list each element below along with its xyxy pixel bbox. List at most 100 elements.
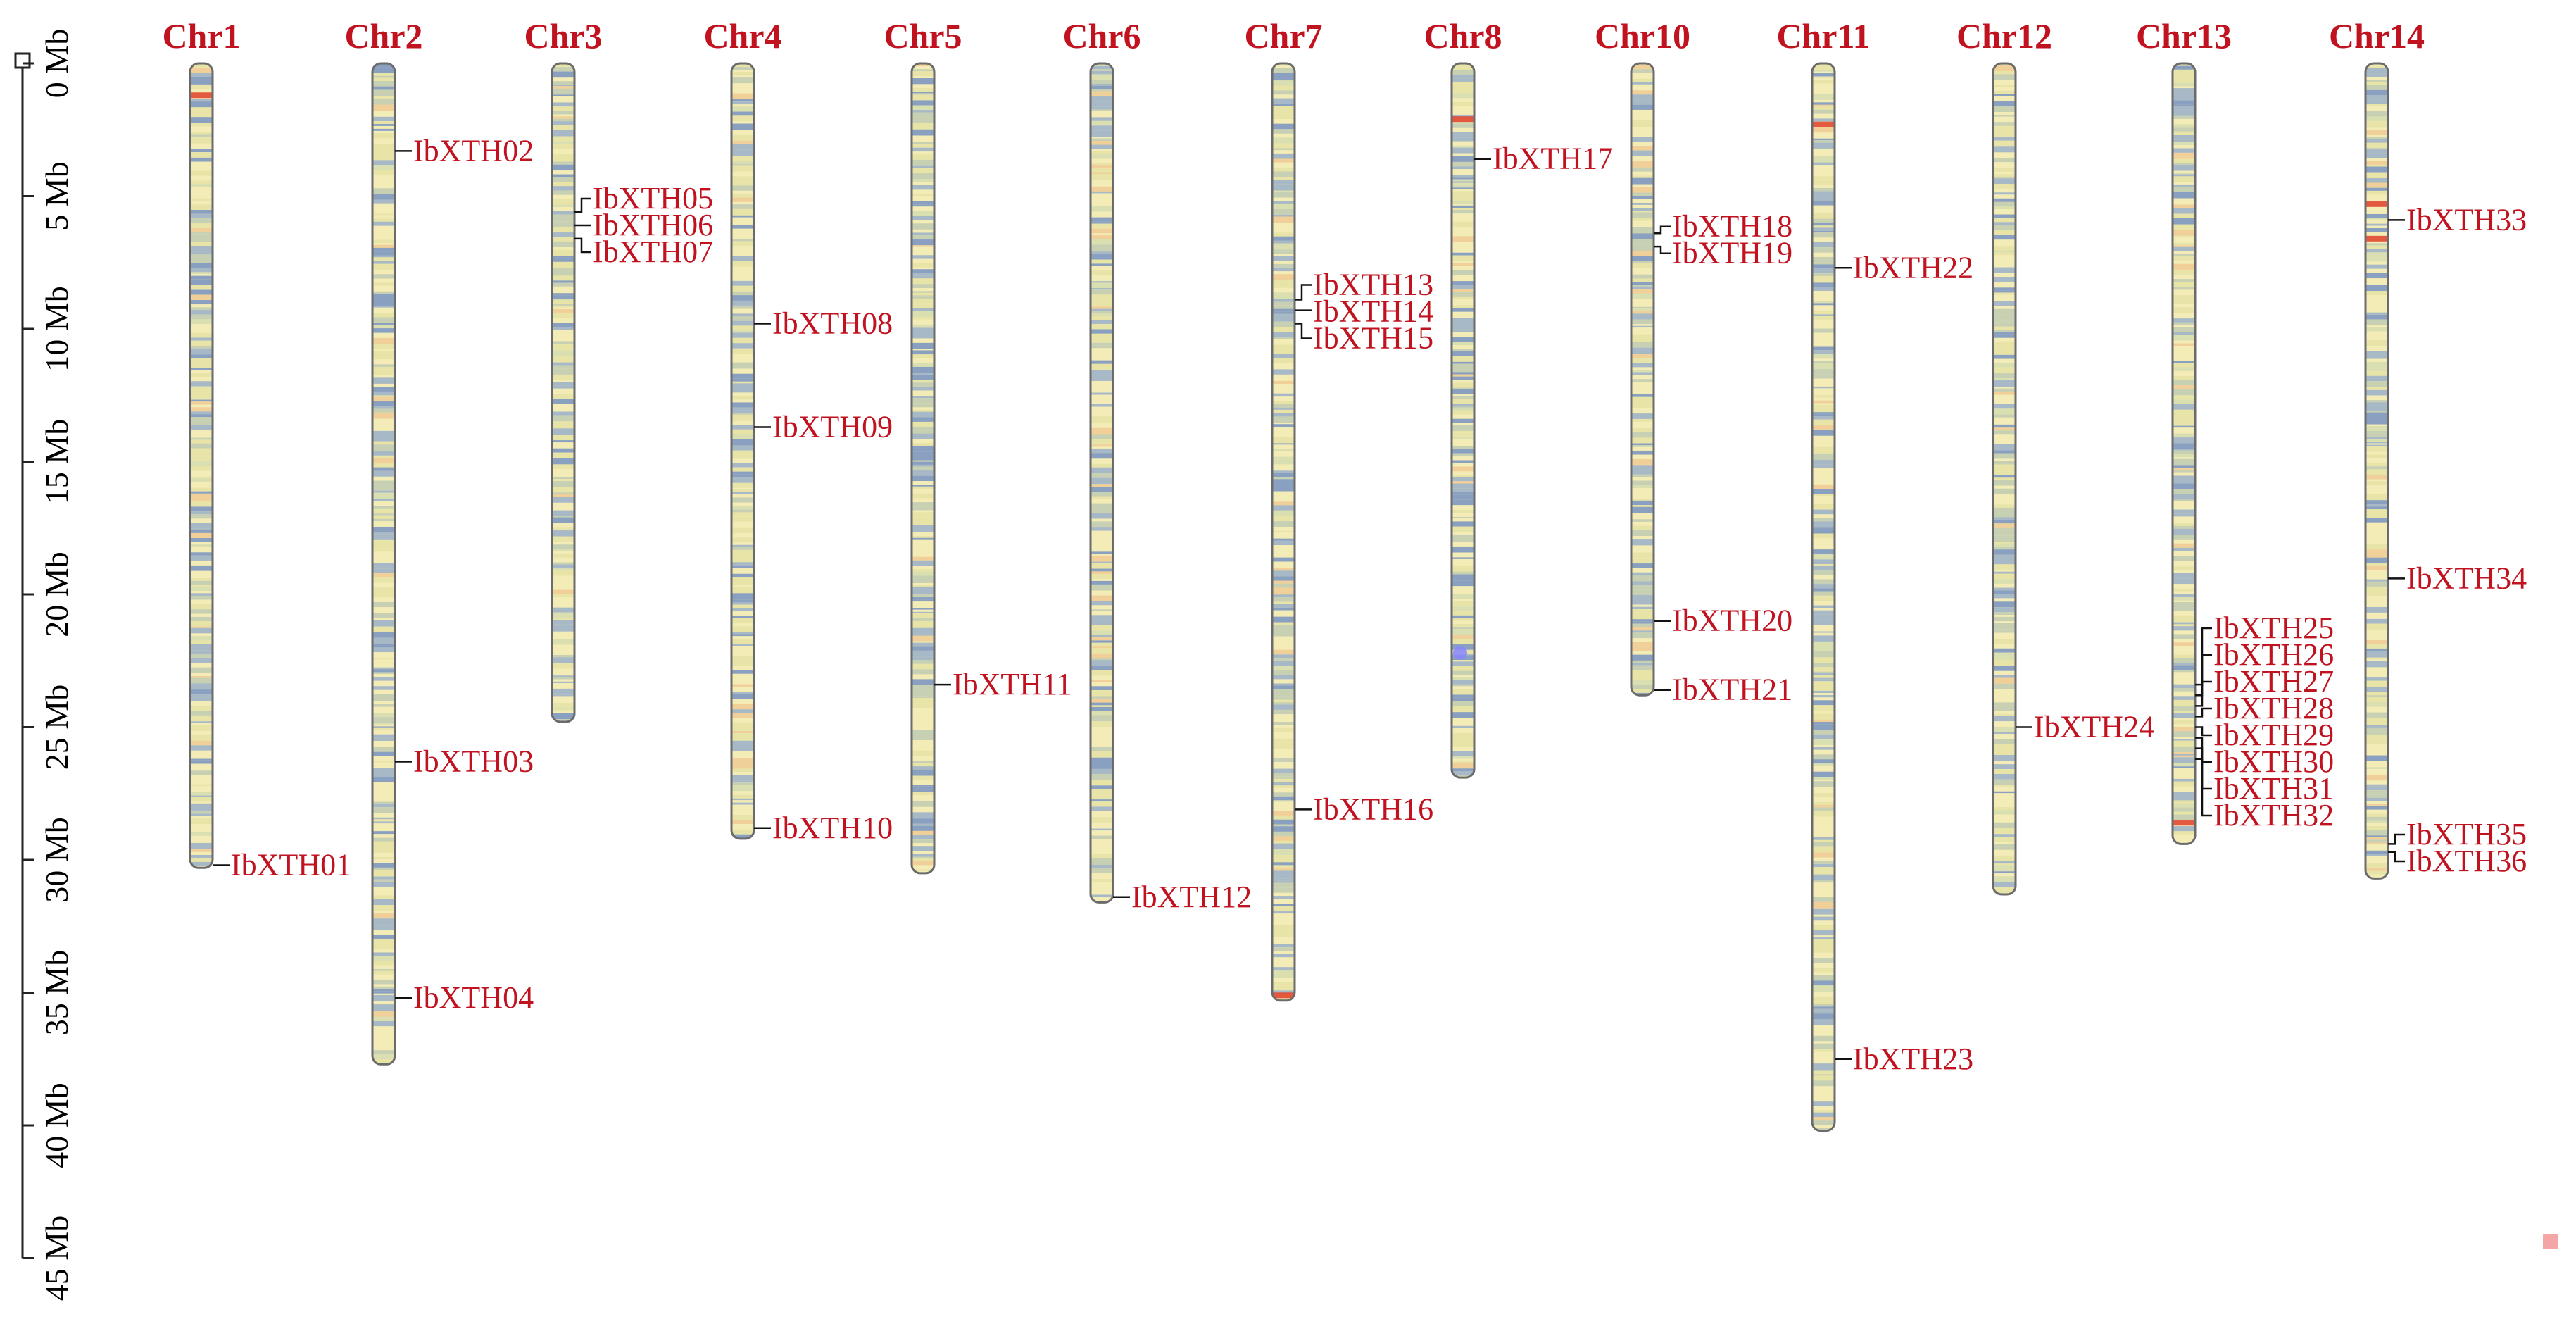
gene-label: IbXTH26 — [2213, 637, 2334, 672]
chromosome-name: Chr14 — [2329, 16, 2425, 56]
gene-connector — [1654, 245, 1671, 254]
gene-label: IbXTH29 — [2213, 718, 2334, 752]
gene-connector — [2195, 680, 2212, 707]
chromosome-outline — [1630, 62, 1655, 697]
gene-marker: IbXTH02 — [395, 133, 534, 168]
chromosome-bands — [2365, 63, 2388, 879]
chromosome-outline — [1992, 62, 2017, 896]
axis-tick-label: 5 Mb — [39, 161, 75, 230]
gene-label: IbXTH04 — [413, 980, 534, 1015]
gene-label: IbXTH27 — [2213, 664, 2334, 699]
chromosome-name: Chr2 — [344, 16, 422, 56]
gene-marker: IbXTH33 — [2388, 202, 2527, 237]
gene-marker: IbXTH30 — [2195, 737, 2334, 779]
gene-connector — [1654, 225, 1671, 235]
gene-connector — [2388, 833, 2405, 845]
gene-label: IbXTH36 — [2406, 844, 2527, 878]
axis-tick-label: 40 Mb — [39, 1082, 75, 1168]
gene-connector — [574, 237, 591, 254]
gene-label: IbXTH03 — [413, 744, 534, 779]
axis-tick-label: 45 Mb — [39, 1216, 75, 1301]
axis-tick-label: 0 Mb — [39, 29, 75, 98]
gene-label: IbXTH28 — [2213, 691, 2334, 725]
chromosome-outline — [910, 62, 936, 875]
axis-tick-label: 15 Mb — [39, 419, 75, 504]
gene-marker: IbXTH27 — [2195, 664, 2334, 707]
chromosome-name: Chr7 — [1244, 16, 1322, 56]
chromosome-chr4: Chr4 IbXTH08 IbXTH09 IbXTH10 — [703, 16, 893, 845]
chromosome-name: Chr6 — [1062, 16, 1141, 56]
gene-label: IbXTH12 — [1131, 880, 1252, 914]
chromosome-bands — [1993, 63, 2016, 895]
gene-marker: IbXTH23 — [1835, 1042, 1973, 1076]
axis-tick-label: 30 Mb — [39, 817, 75, 902]
chromosome-name: Chr1 — [162, 16, 240, 56]
chromosome-bands — [912, 63, 934, 873]
gene-label: IbXTH08 — [772, 306, 893, 340]
chromosome-outline — [1089, 62, 1114, 904]
gene-marker: IbXTH21 — [1654, 673, 1792, 707]
chromosome-bands — [1091, 63, 1113, 903]
chromosome-outline — [1811, 62, 1836, 1132]
chromosome-name: Chr10 — [1595, 16, 1690, 56]
gene-marker: IbXTH20 — [1654, 604, 1792, 638]
gene-marker: IbXTH22 — [1835, 250, 1973, 285]
chromosome-outline — [2364, 62, 2389, 880]
gene-marker: IbXTH01 — [213, 848, 351, 882]
gene-label: IbXTH32 — [2213, 798, 2334, 832]
gene-label: IbXTH16 — [1313, 792, 1433, 826]
gene-label: IbXTH07 — [593, 235, 713, 269]
chromosome-name: Chr4 — [703, 16, 781, 56]
chromosome-outline — [371, 62, 396, 1066]
gene-label: IbXTH18 — [1672, 209, 1792, 244]
chromosome-chr6: Chr6 IbXTH12 — [1062, 16, 1252, 914]
gene-label: IbXTH13 — [1313, 267, 1433, 301]
gene-label: IbXTH09 — [772, 409, 893, 444]
gene-connector — [2195, 726, 2212, 737]
axis-tick-label: 35 Mb — [39, 950, 75, 1035]
gene-marker: IbXTH06 — [574, 208, 713, 242]
chromosome-outline — [730, 62, 755, 840]
chromosome-bands — [1812, 63, 1835, 1131]
gene-marker: IbXTH03 — [395, 744, 534, 779]
chromosome-set: Chr1 IbXTH01 Chr2 IbXTH02 IbXTH03 IbXTH04 Chr3… — [162, 16, 2527, 1132]
chromosome-chr5: Chr5 IbXTH11 — [884, 16, 1072, 875]
chromosome-outline — [1450, 62, 1476, 779]
gene-connector — [2195, 707, 2212, 718]
gene-marker: IbXTH05 — [574, 181, 713, 216]
gene-marker: IbXTH29 — [2195, 718, 2334, 752]
gene-marker: IbXTH19 — [1654, 236, 1792, 270]
chromosome-name: Chr13 — [2136, 16, 2232, 56]
gene-marker: IbXTH14 — [1295, 294, 1433, 328]
hotspot-band — [1452, 116, 1474, 123]
gene-label: IbXTH05 — [593, 181, 713, 216]
gene-label: IbXTH30 — [2213, 744, 2334, 779]
gene-marker: IbXTH17 — [1474, 142, 1613, 176]
gene-label: IbXTH34 — [2406, 561, 2527, 595]
gene-label: IbXTH20 — [1672, 604, 1792, 638]
gene-marker: IbXTH31 — [2195, 747, 2334, 806]
chromosome-bands — [1452, 63, 1474, 778]
chromosome-chr1: Chr1 IbXTH01 — [162, 16, 351, 882]
gene-label: IbXTH24 — [2034, 710, 2154, 744]
gene-connector — [2195, 654, 2212, 697]
corner-square — [2543, 1234, 2558, 1249]
chromosome-bands — [731, 63, 754, 839]
hotspot-band — [2365, 235, 2388, 242]
gene-marker: IbXTH09 — [754, 409, 893, 444]
gene-marker: IbXTH12 — [1113, 880, 1252, 914]
chromosome-bands — [1272, 63, 1295, 1001]
gene-label: IbXTH14 — [1313, 294, 1433, 328]
gene-marker: IbXTH34 — [2388, 561, 2527, 595]
chromosome-chr12: Chr12 IbXTH24 — [1956, 16, 2154, 896]
gene-label: IbXTH35 — [2406, 817, 2527, 851]
gene-label: IbXTH19 — [1672, 236, 1792, 270]
gene-marker: IbXTH35 — [2388, 817, 2527, 851]
axis-tick-label: 20 Mb — [39, 551, 75, 637]
gene-label: IbXTH22 — [1853, 250, 1973, 285]
gene-label: IbXTH15 — [1313, 320, 1433, 355]
chromosome-chr11: Chr11 IbXTH22 IbXTH23 — [1776, 16, 1973, 1132]
gene-marker: IbXTH24 — [2016, 710, 2154, 744]
